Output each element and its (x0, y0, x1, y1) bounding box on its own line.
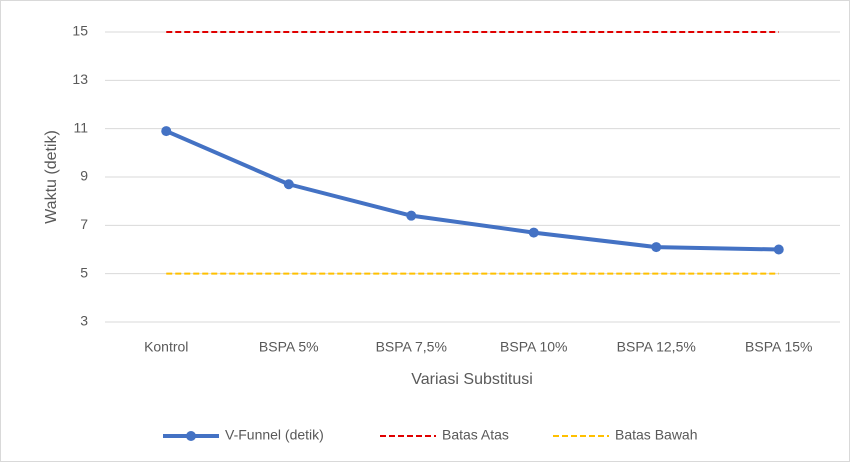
x-tick-label: BSPA 5% (259, 339, 319, 355)
y-tick-label: 7 (80, 216, 88, 232)
legend-marker (186, 431, 196, 441)
series-line (165, 129, 779, 252)
data-point (651, 242, 662, 253)
y-tick-label: 3 (80, 313, 88, 329)
y-tick-label: 13 (72, 71, 88, 87)
y-tick-label: 5 (80, 264, 88, 280)
data-point (773, 244, 784, 255)
x-tick-label: BSPA 7,5% (376, 339, 447, 355)
legend-label: Batas Bawah (615, 427, 698, 443)
legend-label: V-Funnel (detik) (225, 427, 324, 443)
data-point (283, 179, 294, 190)
data-point (161, 126, 172, 137)
data-point (528, 227, 539, 238)
y-tick-label: 9 (80, 168, 88, 184)
x-tick-label: BSPA 10% (500, 339, 567, 355)
y-axis-title: Waktu (detik) (43, 130, 60, 224)
x-tick-label: BSPA 15% (745, 339, 812, 355)
x-tick-label: Kontrol (144, 339, 188, 355)
x-axis-title: Variasi Substitusi (411, 371, 533, 388)
y-tick-label: 15 (72, 23, 88, 39)
y-tick-label: 11 (73, 119, 88, 135)
legend-label: Batas Atas (442, 427, 509, 443)
data-point (406, 210, 417, 221)
x-tick-label: BSPA 12,5% (617, 339, 696, 355)
